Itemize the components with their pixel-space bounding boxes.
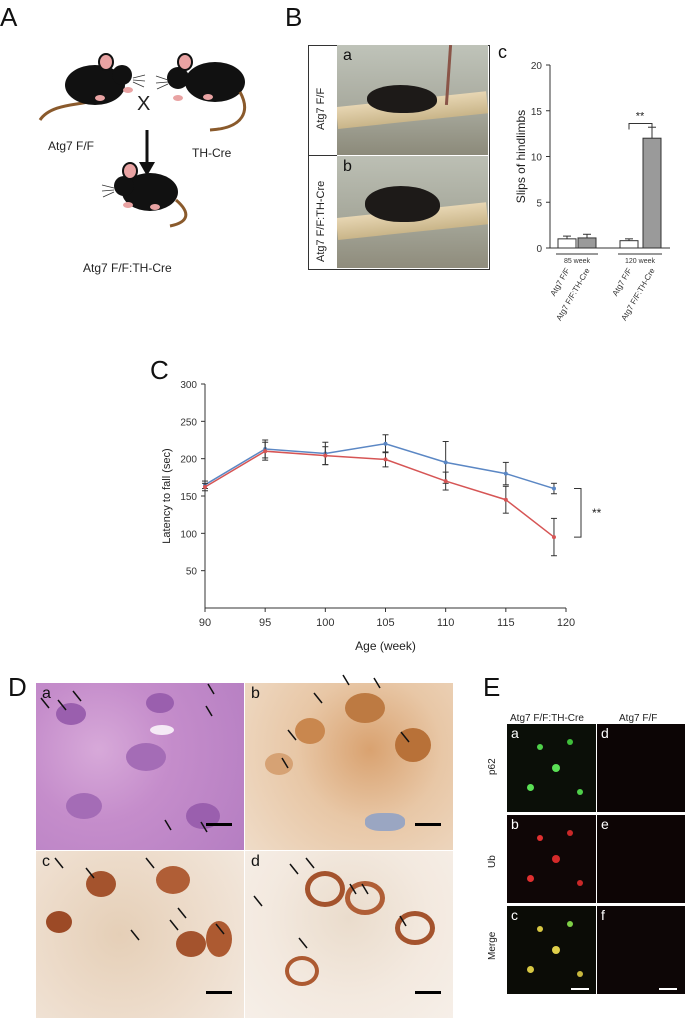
photo-a-tag: a — [343, 47, 352, 64]
micro-d-c: c — [36, 851, 244, 1018]
col-label-atg7ff-thcre: Atg7 F/F:TH-Cre — [510, 713, 584, 724]
fluor-p62-thcre: a — [507, 724, 596, 812]
panel-bc-label: c — [498, 42, 507, 62]
bar-y-tick-label: 10 — [531, 153, 543, 164]
photo-b-tag: b — [343, 158, 352, 175]
series-point — [551, 486, 556, 491]
line-y-tick-label: 100 — [180, 529, 197, 540]
line-y-tick-label: 250 — [180, 417, 197, 428]
series-point — [443, 460, 448, 465]
fluor-tag-c: c — [511, 907, 518, 923]
row-label-merge: Merge — [487, 931, 498, 960]
panel-e-label: E — [483, 672, 501, 702]
row-label-ub: Ub — [487, 855, 498, 868]
micro-tag-d: d — [251, 853, 260, 870]
panel-b-label: B — [285, 2, 303, 32]
mouse-right-label: TH-Cre — [192, 146, 232, 160]
group-label-85: 85 week — [564, 258, 591, 265]
line-significance-label: ** — [592, 506, 602, 520]
series-point — [203, 485, 207, 490]
micro-arrows — [40, 674, 410, 949]
fluor-merge-thcre: c — [507, 906, 596, 994]
fluor-merge-ff: f — [597, 906, 685, 994]
fluor-ub-thcre: b — [507, 815, 596, 903]
panel-c-label: C — [150, 355, 169, 385]
line-x-tick-label: 90 — [199, 617, 211, 629]
bar-y-tick-label: 15 — [531, 107, 543, 118]
fluor-tag-b: b — [511, 816, 519, 832]
series-point — [263, 449, 268, 454]
line-x-tick-label: 110 — [437, 617, 455, 629]
series-point — [443, 479, 448, 484]
fluor-tag-a: a — [511, 725, 519, 741]
mouse-left-label: Atg7 F/F — [48, 139, 95, 153]
line-x-axis-label: Age (week) — [355, 639, 416, 653]
row-label-p62: p62 — [487, 758, 498, 775]
line-y-tick-label: 50 — [186, 567, 198, 578]
fluor-p62-ff: d — [597, 724, 685, 812]
photo-atg7ff-thcre: b — [337, 156, 488, 268]
significance-label: ** — [636, 111, 645, 123]
group-label-120: 120 week — [625, 258, 655, 265]
row-label-divider — [308, 155, 337, 156]
line-y-axis-label: Latency to fall (sec) — [161, 448, 173, 543]
micro-tag-c: c — [42, 853, 50, 870]
line-x-tick-label: 105 — [376, 617, 394, 629]
panel-d-label: D — [8, 672, 27, 702]
fluor-tag-d: d — [601, 725, 609, 741]
line-y-tick-label: 200 — [180, 455, 197, 466]
fluor-ub-ff: e — [597, 815, 685, 903]
line-x-tick-label: 115 — [497, 617, 515, 629]
series-point — [503, 471, 508, 476]
panel-a-label: A — [0, 2, 18, 32]
cross-symbol: X — [137, 93, 151, 115]
line-significance-bracket — [574, 488, 582, 538]
col-label-atg7ff: Atg7 F/F — [619, 713, 658, 724]
bar-y-tick-label: 0 — [536, 244, 542, 255]
series-point — [383, 457, 388, 462]
series-point — [551, 535, 556, 540]
line-x-tick-label: 100 — [316, 617, 334, 629]
bar-y-axis-label: Slips of hindlimbs — [514, 110, 528, 203]
series-point — [383, 441, 388, 446]
micro-d-b: b — [245, 683, 453, 850]
bar-y-tick-label: 5 — [536, 198, 542, 209]
micro-tag-a: a — [42, 685, 51, 702]
mouse-illustrations — [38, 53, 246, 228]
series-point — [503, 497, 508, 502]
mouse-right-icon — [155, 53, 246, 132]
micro-d-d: d — [245, 851, 453, 1018]
line-x-tick-label: 120 — [557, 617, 575, 629]
line-y-tick-label: 150 — [180, 492, 197, 503]
series-point — [323, 453, 328, 458]
mouse-offspring-icon — [101, 162, 188, 228]
significance-bracket — [628, 123, 653, 130]
micro-tag-b: b — [251, 685, 260, 702]
photo-atg7ff: a — [337, 45, 488, 155]
bar-y-tick-label: 20 — [531, 61, 543, 72]
slips-bar-chart: 0 5 10 15 20 Slips of hindlimbs 85 week 120 wee… — [514, 61, 670, 322]
offspring-label: Atg7 F/F:TH-Cre — [83, 261, 172, 275]
latency-line-chart: 50 100 150 200 250 300 90 95 100 105 110 115 120 Age … — [161, 380, 602, 653]
fluor-tag-f: f — [601, 907, 605, 923]
mouse-left-icon — [38, 53, 146, 121]
fluor-tag-e: e — [601, 816, 609, 832]
line-y-tick-label: 300 — [180, 380, 197, 391]
line-x-tick-label: 95 — [259, 617, 271, 629]
